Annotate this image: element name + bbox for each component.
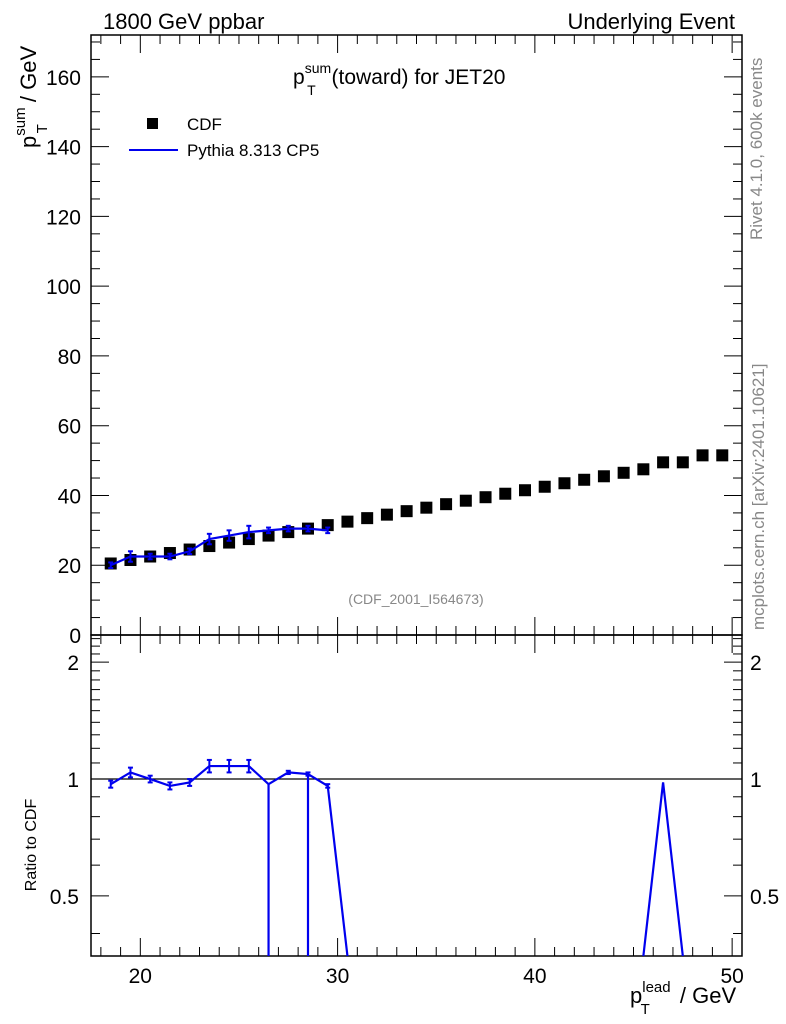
cdf-point: [716, 449, 729, 462]
cdf-point: [538, 480, 551, 493]
y-tick-label: 60: [58, 416, 81, 439]
rivet-label: Rivet 4.1.0, 600k events: [747, 58, 766, 240]
cdf-point: [696, 449, 709, 462]
cdf-point: [479, 491, 492, 504]
cdf-point: [459, 494, 472, 507]
cdf-point: [617, 466, 630, 479]
cdf-point: [676, 456, 689, 469]
ratio-y-tick-label-right: 2: [750, 652, 762, 675]
cdf-point: [223, 536, 236, 549]
ratio-y-tick-label: 0.5: [50, 886, 79, 909]
mcplots-label: mcplots.cern.ch [arXiv:2401.10621]: [749, 364, 768, 630]
ratio-ylabel: Ratio to CDF: [23, 799, 40, 892]
y-tick-label: 20: [58, 555, 81, 578]
x-tick-label: 30: [326, 965, 349, 988]
legend-cdf-label: CDF: [187, 115, 222, 134]
cdf-point: [637, 463, 650, 476]
cdf-point: [420, 501, 433, 514]
main-ylabel: psum T / GeV: [12, 46, 51, 148]
x-tick-label: 20: [129, 965, 152, 988]
y-tick-label: 100: [46, 276, 81, 299]
cdf-point: [400, 505, 413, 518]
cdf-point: [262, 529, 275, 542]
x-axis-label: plead T / GeV: [630, 979, 736, 1018]
cdf-point: [203, 540, 216, 553]
y-tick-label: 80: [58, 346, 81, 369]
x-tick-label: 40: [523, 965, 546, 988]
ratio-panel-frame: [90, 634, 743, 957]
cdf-point: [380, 508, 393, 521]
cdf-point: [519, 484, 531, 497]
cdf-point: [499, 487, 512, 500]
ratio-y-tick-label: 2: [67, 652, 79, 675]
ratio-y-tick-label: 1: [67, 769, 79, 792]
y-tick-label: 0: [69, 625, 81, 648]
ratio-y-tick-label-right: 0.5: [750, 886, 779, 909]
legend-cdf-marker: [147, 118, 158, 129]
x-tick-label: 50: [720, 965, 743, 988]
dynamic-layer: 20 30 40 50 0 20 40 60 80 100 120 140 160 0.5 0.5 1 1 2 2: [46, 35, 779, 988]
main-title: psum T (toward) for JET20: [293, 60, 505, 98]
cdf-point: [657, 456, 670, 469]
cdf-point: [361, 512, 374, 525]
legend-pythia-label: Pythia 8.313 CP5: [187, 141, 319, 160]
cdf-point: [558, 477, 571, 490]
analysis-watermark: (CDF_2001_I564673): [348, 591, 483, 607]
y-tick-label: 40: [58, 485, 81, 508]
cdf-point: [341, 515, 354, 528]
ratio-pythia-line: [110, 764, 349, 957]
pythia-line: [110, 527, 328, 567]
cdf-point: [578, 473, 591, 486]
ratio-pythia-line: [642, 782, 684, 957]
header-left: 1800 GeV ppbar: [103, 9, 264, 34]
y-tick-label: 140: [46, 137, 81, 160]
cdf-point: [440, 498, 453, 511]
header-right: Underlying Event: [567, 9, 735, 34]
cdf-point: [597, 470, 610, 483]
y-tick-label: 120: [46, 206, 81, 229]
ratio-y-tick-label-right: 1: [750, 769, 762, 792]
cdf-point: [321, 519, 334, 532]
y-tick-label: 160: [46, 67, 81, 90]
